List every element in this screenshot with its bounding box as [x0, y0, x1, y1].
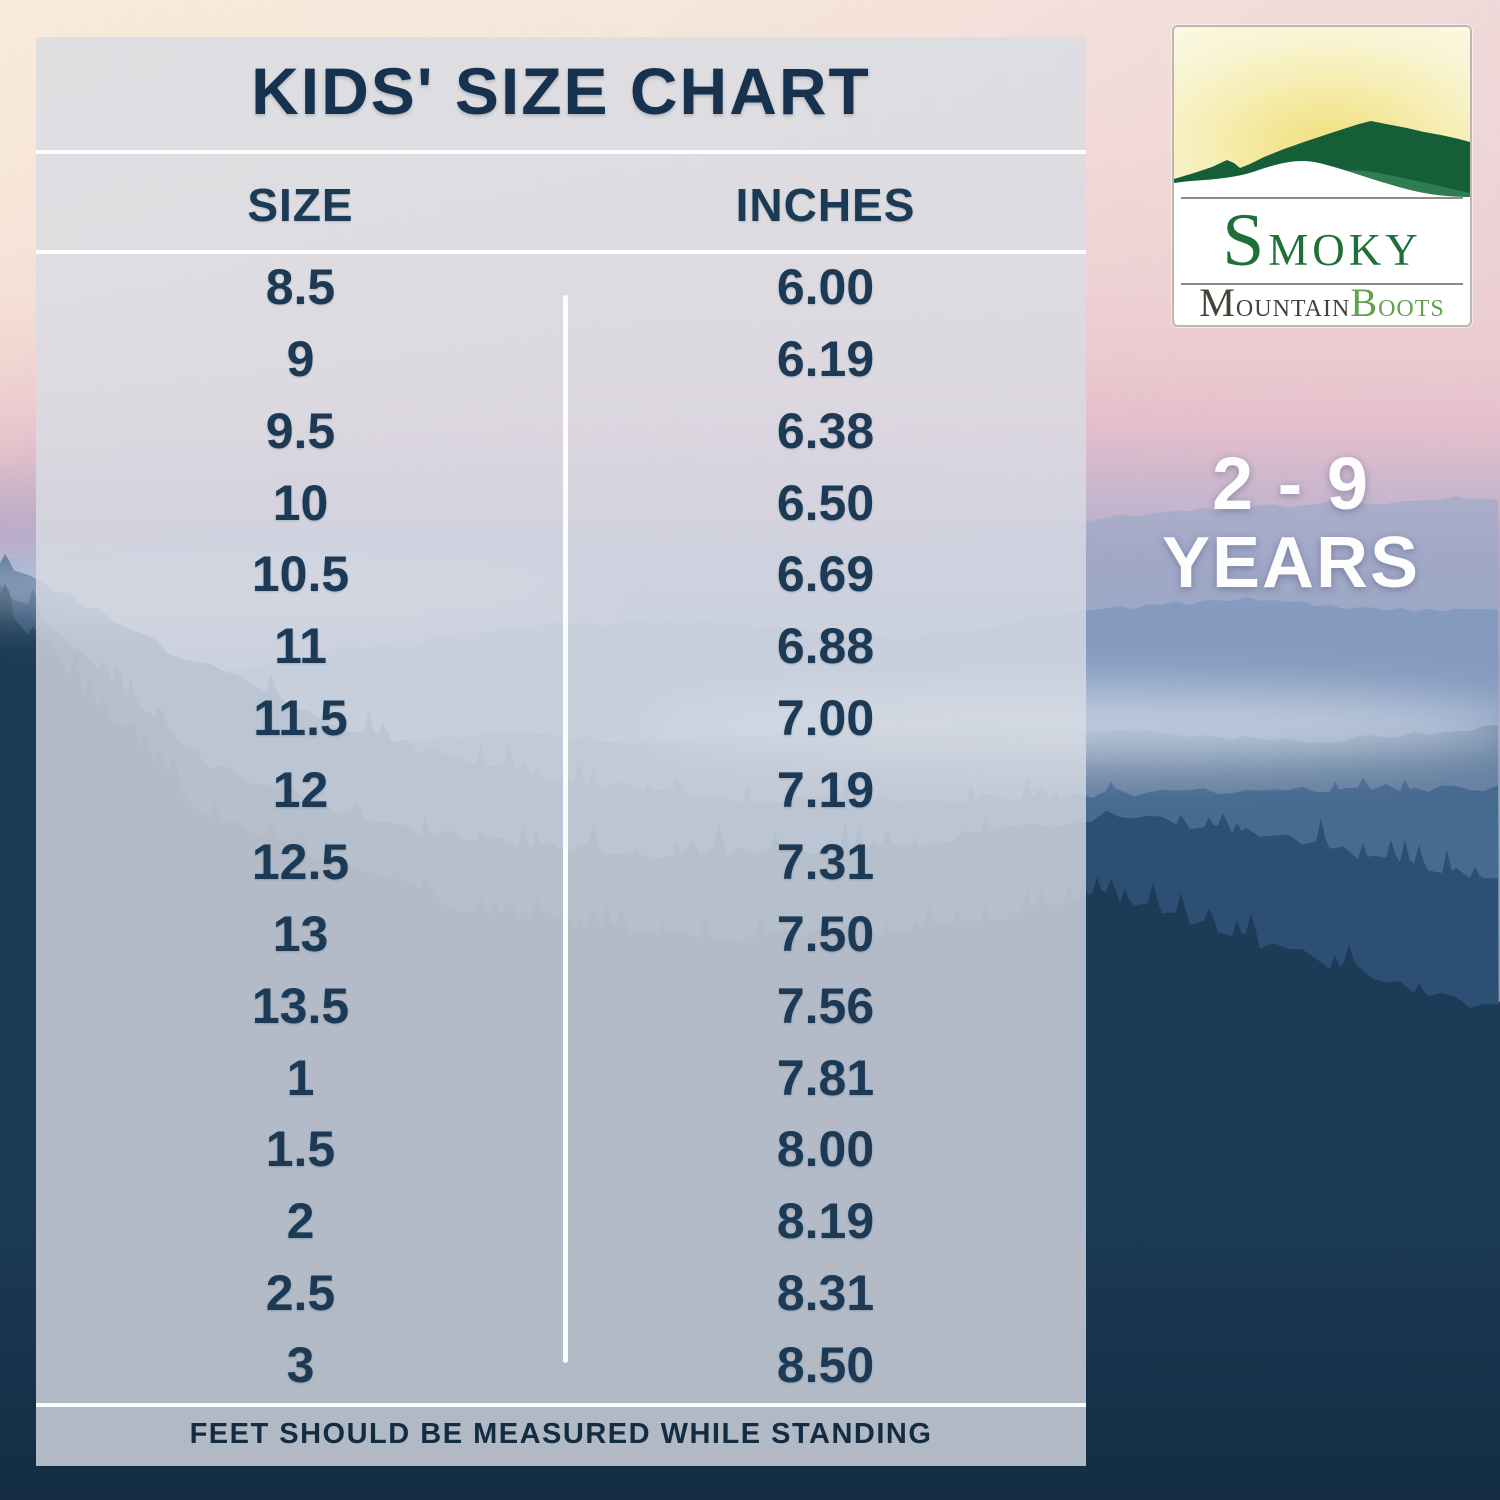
brand-name: Smoky	[1222, 199, 1422, 282]
inches-cell: 7.56	[776, 977, 875, 1034]
table-row: 2.5 8.31	[36, 1266, 1086, 1320]
table-row: 3 8.50	[36, 1338, 1086, 1392]
divider-line	[36, 150, 1086, 154]
size-cell: 13	[272, 905, 329, 962]
brand-subtitle: MountainBoots	[1174, 280, 1470, 325]
table-row: 13 7.50	[36, 907, 1086, 961]
inches-cell: 6.00	[776, 258, 875, 315]
size-cell: 13.5	[251, 977, 350, 1034]
size-cell: 2	[286, 1193, 315, 1250]
column-divider	[563, 295, 568, 1363]
table-header-row: SIZE INCHES	[36, 167, 1086, 243]
inches-cell: 8.31	[776, 1265, 875, 1322]
table-row: 13.5 7.56	[36, 979, 1086, 1033]
inches-cell: 6.88	[776, 618, 875, 675]
size-cell: 12	[272, 762, 329, 819]
inches-cell: 7.19	[776, 762, 875, 819]
size-cell: 11.5	[253, 690, 348, 747]
inches-cell: 6.19	[776, 330, 875, 387]
size-cell: 2.5	[265, 1265, 336, 1322]
size-cell: 8.5	[265, 258, 336, 315]
table-row: 9.5 6.38	[36, 404, 1086, 458]
mountain-sunrise-icon	[1174, 27, 1470, 197]
inches-cell: 8.00	[776, 1121, 875, 1178]
footnote: FEET SHOULD BE MEASURED WHILE STANDING	[189, 1418, 933, 1450]
age-range-years: YEARS	[1161, 523, 1421, 603]
inches-cell: 7.81	[776, 1049, 875, 1106]
table-row: 11.5 7.00	[36, 691, 1086, 745]
inches-cell: 7.31	[776, 833, 875, 890]
size-cell: 1	[286, 1049, 315, 1106]
brand-subtitle-mountain: Mountain	[1199, 280, 1351, 325]
logo-mountain-art	[1174, 27, 1470, 197]
divider-line	[36, 250, 1086, 254]
inches-cell: 7.00	[776, 690, 875, 747]
size-chart-panel: KIDS' SIZE CHART SIZE INCHES 8.5 6.00 9 6.1…	[36, 37, 1086, 1466]
inches-cell: 8.50	[776, 1337, 875, 1394]
logo-rule-top	[1181, 197, 1463, 199]
table-row: 10.5 6.69	[36, 547, 1086, 601]
inches-cell: 7.50	[776, 905, 875, 962]
table-row: 9 6.19	[36, 332, 1086, 386]
inches-cell: 6.50	[776, 474, 875, 531]
divider-line	[36, 1403, 1086, 1407]
inches-cell: 6.69	[776, 546, 875, 603]
inches-cell: 6.38	[776, 402, 875, 459]
table-row: 2 8.19	[36, 1194, 1086, 1248]
brand-logo: Smoky MountainBoots	[1172, 25, 1472, 327]
column-header-inches: INCHES	[735, 179, 916, 231]
table-row: 12 7.19	[36, 763, 1086, 817]
inches-cell: 8.19	[776, 1193, 875, 1250]
page-title: KIDS' SIZE CHART	[251, 54, 871, 128]
table-row: 10 6.50	[36, 476, 1086, 530]
age-range-label: 2 - 9 YEARS	[1085, 442, 1497, 603]
table-row: 1 7.81	[36, 1051, 1086, 1105]
size-cell: 1.5	[265, 1121, 336, 1178]
size-table-body: 8.5 6.00 9 6.19 9.5 6.38 10 6.50 10.5 6.69 11 6.88 1…	[36, 251, 1086, 1401]
size-cell: 9.5	[265, 402, 336, 459]
size-cell: 10	[272, 474, 329, 531]
brand-subtitle-boots: Boots	[1350, 280, 1445, 325]
table-row: 1.5 8.00	[36, 1122, 1086, 1176]
table-row: 11 6.88	[36, 619, 1086, 673]
size-cell: 3	[286, 1337, 315, 1394]
size-cell: 10.5	[251, 546, 350, 603]
column-header-size: SIZE	[247, 179, 354, 231]
age-range-numbers: 2 - 9	[1211, 442, 1371, 525]
size-cell: 9	[286, 330, 315, 387]
size-cell: 12.5	[251, 833, 350, 890]
table-row: 8.5 6.00	[36, 260, 1086, 314]
size-cell: 11	[274, 618, 327, 675]
logo-rule-bottom	[1181, 283, 1463, 285]
table-row: 12.5 7.31	[36, 835, 1086, 889]
